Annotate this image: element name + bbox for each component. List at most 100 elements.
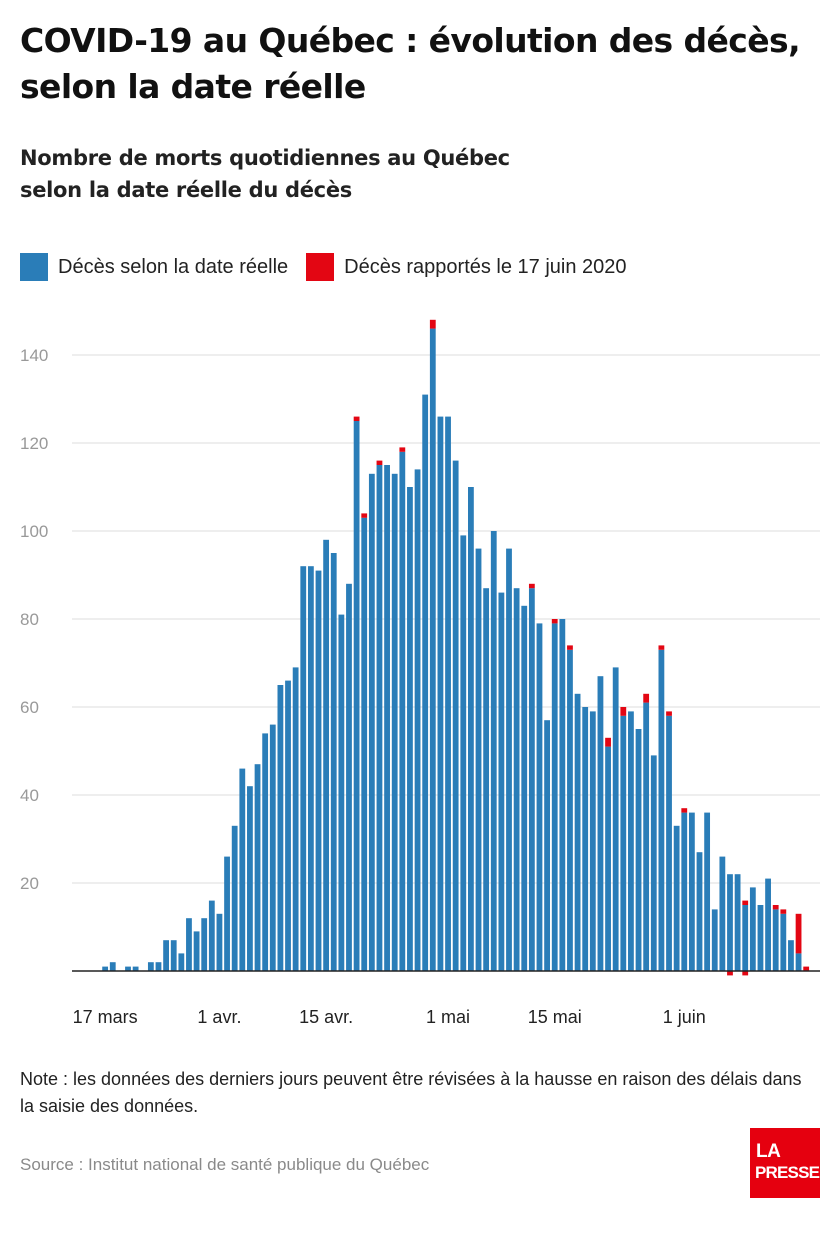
bar-real-date-69 (612, 667, 619, 971)
bar-real-date-63 (567, 649, 573, 971)
subtitle-line-2: selon la date réelle du décès (20, 178, 352, 202)
bar-reported-58 (528, 583, 535, 589)
legend-swatch-blue (20, 253, 48, 281)
bar-reported-negative-86 (742, 971, 749, 976)
axes: 20 40 60 80 100 120 140 17 mars 1 avr. 15 avr. 1 m… (20, 346, 820, 1027)
bar-real-date-73 (643, 702, 650, 971)
legend-item-reported: Décès rapportés le 17 juin 2020 (306, 253, 627, 281)
bar-real-date-26 (285, 680, 291, 971)
legend: Décès selon la date réelle Décès rapport… (20, 252, 645, 282)
bar-real-date-43 (414, 469, 421, 971)
bar-real-date-30 (315, 570, 322, 971)
bar-chart: 20 40 60 80 100 120 140 17 mars 1 avr. 15 avr. 1 m… (20, 319, 820, 1027)
bar-real-date-72 (635, 729, 642, 971)
bar-reported-78 (681, 808, 688, 813)
bar-real-date-48 (452, 460, 459, 971)
bar-real-date-79 (688, 812, 695, 971)
bar-real-date-62 (559, 619, 566, 971)
bar-real-date-93 (795, 953, 802, 971)
bar-real-date-84 (727, 874, 733, 971)
x-tick-label-4: 15 mai (528, 1007, 582, 1027)
logo-line-1: LA (756, 1141, 781, 1162)
bar-reported-68 (605, 737, 611, 747)
y-tick-label-60: 60 (20, 698, 39, 717)
bar-real-date-61 (551, 623, 558, 971)
bar-real-date-75 (658, 649, 665, 971)
bar-real-date-12 (178, 953, 185, 971)
bar-real-date-19 (231, 825, 238, 971)
bar-real-date-40 (391, 473, 398, 971)
legend-label-reported: Décès rapportés le 17 juin 2020 (344, 255, 627, 278)
bar-real-date-92 (788, 940, 794, 971)
bar-real-date-77 (673, 825, 680, 971)
bar-real-date-58 (528, 588, 535, 971)
bar-real-date-74 (650, 755, 657, 971)
bar-reported-36 (361, 513, 368, 518)
bar-reported-61 (551, 619, 558, 624)
bar-real-date-27 (292, 667, 299, 971)
bar-real-date-29 (307, 566, 314, 971)
y-tick-label-140: 140 (20, 346, 48, 365)
bar-real-date-56 (513, 588, 520, 971)
bar-real-date-59 (536, 623, 543, 971)
bar-real-date-14 (193, 931, 200, 971)
bar-real-date-31 (323, 539, 330, 971)
bar-reported-86 (742, 900, 749, 905)
bar-real-date-23 (262, 733, 269, 971)
bar-real-date-91 (780, 913, 787, 971)
bar-real-date-28 (300, 566, 307, 971)
logo-line-2: PRESSE (755, 1163, 820, 1182)
bar-real-date-41 (399, 451, 406, 971)
bar-real-date-8 (147, 962, 154, 971)
bar-reported-76 (666, 711, 672, 716)
bar-real-date-5 (125, 966, 131, 971)
bar-real-date-11 (170, 940, 177, 971)
bar-reported-93 (795, 913, 802, 954)
bar-real-date-16 (208, 900, 215, 971)
bar-reported-73 (643, 693, 650, 703)
bars (102, 319, 810, 976)
bar-real-date-76 (666, 715, 672, 971)
bar-real-date-37 (368, 473, 375, 971)
bar-real-date-70 (620, 715, 627, 971)
bar-real-date-60 (544, 720, 550, 971)
bar-real-date-66 (589, 711, 596, 971)
chart-subtitle: Nombre de morts quotidiennes au Québec s… (20, 142, 820, 206)
bar-reported-90 (772, 905, 779, 910)
bar-real-date-35 (353, 421, 360, 971)
bar-real-date-34 (346, 583, 352, 971)
bar-real-date-90 (772, 909, 779, 971)
x-tick-label-5: 1 juin (663, 1007, 706, 1027)
legend-item-real-date: Décès selon la date réelle (20, 253, 288, 281)
bar-real-date-89 (765, 878, 771, 971)
y-tick-label-120: 120 (20, 434, 48, 453)
bar-real-date-88 (757, 905, 764, 971)
bar-real-date-87 (749, 887, 756, 971)
bar-real-date-44 (422, 394, 429, 972)
bar-real-date-21 (247, 786, 253, 971)
bar-reported-75 (658, 645, 665, 650)
bar-real-date-47 (445, 416, 451, 972)
bar-real-date-6 (132, 966, 139, 971)
bar-real-date-33 (338, 614, 345, 971)
bar-real-date-17 (216, 913, 223, 971)
bar-real-date-68 (605, 746, 611, 971)
bar-real-date-42 (407, 487, 413, 971)
bar-reported-41 (399, 447, 406, 452)
bar-real-date-50 (468, 487, 474, 971)
bar-real-date-39 (384, 465, 390, 971)
bar-real-date-10 (163, 940, 169, 971)
bar-real-date-49 (460, 535, 467, 971)
footnote: Note : les données des derniers jours pe… (20, 1069, 802, 1116)
bar-real-date-36 (361, 517, 368, 971)
bar-reported-94 (803, 966, 810, 971)
y-tick-label-100: 100 (20, 522, 48, 541)
subtitle-line-1: Nombre de morts quotidiennes au Québec (20, 146, 510, 170)
chart-title: COVID-19 au Québec : évolution des décès… (20, 21, 801, 106)
legend-swatch-red (306, 253, 335, 281)
x-tick-label-2: 15 avr. (299, 1007, 353, 1027)
bar-real-date-15 (201, 918, 208, 971)
x-tick-label-1: 1 avr. (197, 1007, 241, 1027)
x-tick-label-0: 17 mars (73, 1007, 138, 1027)
bar-real-date-13 (186, 918, 192, 971)
